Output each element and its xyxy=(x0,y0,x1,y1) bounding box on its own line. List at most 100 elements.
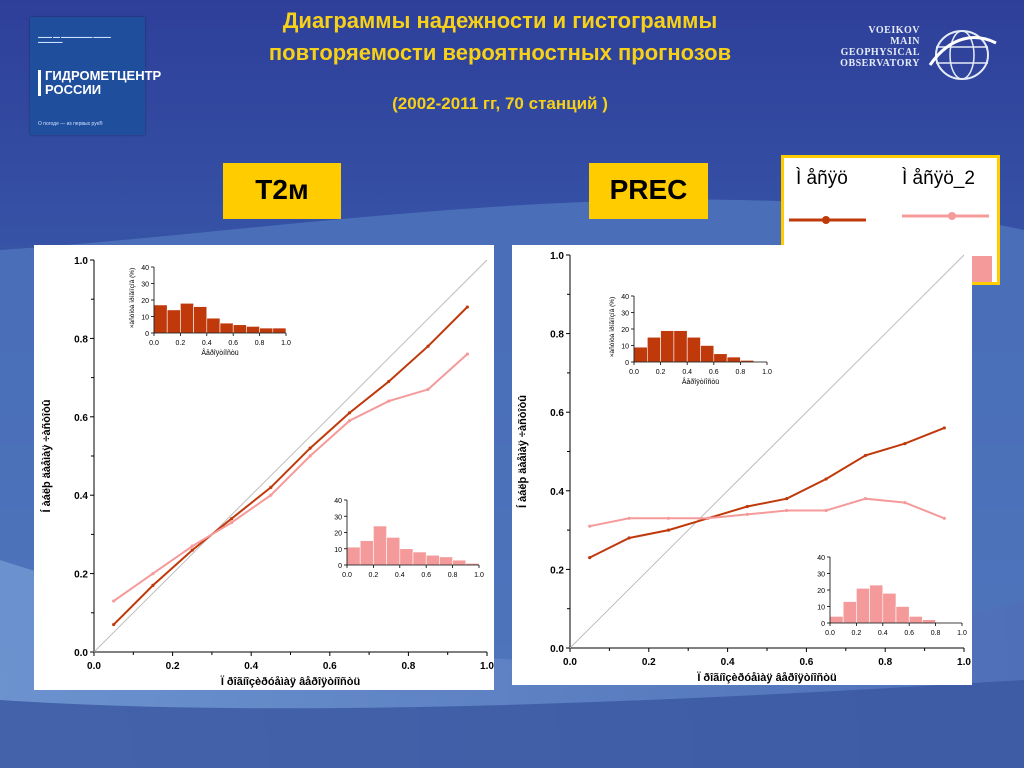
prec-x-tick-label: 0.4 xyxy=(721,657,735,668)
t2m-hist-series2: 0 10 20 30 40 0.0 0.2 0.4 0.6 0.8 1.0 xyxy=(334,498,484,579)
prec-series-point-2 xyxy=(588,524,592,528)
voeikov-line1: VOEIKOV xyxy=(868,25,920,36)
prec-series-line-1 xyxy=(589,426,945,559)
voeikov-line3: GEOPHYSICAL xyxy=(840,47,920,58)
t2m-hist-series2-bar xyxy=(373,525,387,566)
t2m-series-point-2 xyxy=(465,352,469,356)
prec-hist-series2-y-tick-label: 0 xyxy=(821,621,825,628)
slide-title-line2: повторяемости вероятностных прогнозов xyxy=(268,40,732,65)
t2m-series-line-1 xyxy=(112,306,469,626)
t2m-hist-series1-bar xyxy=(232,324,247,334)
prec-hist-series2: 0 10 20 30 40 0.0 0.2 0.4 0.6 0.8 1.0 xyxy=(817,555,967,637)
legend-label-series1: Ì åñÿö xyxy=(796,168,848,189)
t2m-hist-series1-bar xyxy=(193,306,208,334)
prec-main-plot: 0.0 0.2 0.4 0.6 0.8 1.0 0.0 0.2 0.4 0.6 0.8 1.0 Ï ðî… xyxy=(516,251,971,684)
prec-series-point-2 xyxy=(942,516,946,520)
prec-y-tick-label: 0.2 xyxy=(550,565,564,576)
t2m-hist-series2-y-tick-label: 20 xyxy=(334,531,342,538)
t2m-x-tick-label: 0.2 xyxy=(166,661,180,672)
prec-hist-series2-bar xyxy=(882,592,897,624)
t2m-y-tick-label: 0.4 xyxy=(74,491,88,502)
logo-fine-print: ▬▬▬▬ ▬▬ ▬▬▬▬▬▬▬▬▬ ▬▬▬▬▬ ▬▬▬▬▬▬▬ xyxy=(38,35,111,44)
prec-hist-series2-bar xyxy=(842,601,857,624)
t2m-series-point-2 xyxy=(426,387,430,391)
t2m-hist-series2-bar xyxy=(439,556,453,566)
prec-series-point-1 xyxy=(745,504,749,509)
t2m-hist-series1-bar xyxy=(180,302,194,334)
prec-series-point-1 xyxy=(785,497,789,501)
prec-series-point-2 xyxy=(903,500,907,505)
t2m-y-tick-label: 0.8 xyxy=(74,334,88,345)
prec-hist-series2-y-tick-label: 10 xyxy=(817,605,825,612)
prec-hist-series2-y-tick-label: 40 xyxy=(817,555,825,562)
t2m-series-point-2 xyxy=(151,572,155,576)
prec-y-tick-label: 0.4 xyxy=(550,487,564,498)
legend-marker-series1 xyxy=(822,216,830,224)
reliability-chart-t2m: 0.0 0.2 0.4 0.6 0.8 1.0 0.0 0.2 0.4 0.6 0.8 1.0 Ï ðî… xyxy=(40,256,494,688)
t2m-hist-series1-x-tick-label: 1.0 xyxy=(281,340,291,347)
prec-series-point-1 xyxy=(627,536,631,540)
logo-name: ГИДРОМЕТЦЕНТР РОССИИ xyxy=(38,69,161,97)
t2m-hist-series1-bar xyxy=(219,322,234,334)
logo-bar xyxy=(38,70,41,96)
prec-hist-series1-y-tick-label: 0 xyxy=(625,360,629,367)
prec-hist-series1-x-tick-label: 0.0 xyxy=(629,369,639,376)
t2m-hist-series2-y-tick-label: 30 xyxy=(334,514,342,521)
t2m-hist-series1-x-tick-label: 0.6 xyxy=(228,340,238,347)
prec-hist-series2-x-tick-label: 0.0 xyxy=(825,630,835,637)
t2m-hist-series2-y-tick-label: 0 xyxy=(338,563,342,570)
voeikov-logo: VOEIKOV MAIN GEOPHYSICAL OBSERVATORY xyxy=(828,25,998,85)
t2m-hist-series1-x-tick-label: 0.2 xyxy=(176,340,186,347)
logo-name-line2: РОССИИ xyxy=(45,82,102,97)
t2m-y-tick-label: 0.2 xyxy=(74,570,88,581)
t2m-hist-series1-x-label: Âåðîÿòíîñòü xyxy=(201,348,238,357)
t2m-hist-series1-y-tick-label: 0 xyxy=(145,331,149,338)
prec-hist-series1-bar xyxy=(700,345,715,363)
prec-hist-series2-bar xyxy=(908,616,923,624)
prec-hist-series2-x-tick-label: 0.2 xyxy=(852,630,862,637)
t2m-x-tick-label: 1.0 xyxy=(480,661,494,672)
prec-hist-series2-y-tick-label: 30 xyxy=(817,572,825,579)
t2m-series-point-2 xyxy=(387,399,391,403)
t2m-x-tick-label: 0.4 xyxy=(244,661,258,672)
t2m-tag: T2м xyxy=(223,163,341,219)
reliability-chart-prec: 0.0 0.2 0.4 0.6 0.8 1.0 0.0 0.2 0.4 0.6 0.8 1.0 Ï ðî… xyxy=(516,251,971,684)
t2m-series-point-2 xyxy=(308,454,312,458)
t2m-series-point-1 xyxy=(308,446,312,450)
prec-x-tick-label: 0.2 xyxy=(642,657,656,668)
hydromet-logo: ▬▬▬▬ ▬▬ ▬▬▬▬▬▬▬▬▬ ▬▬▬▬▬ ▬▬▬▬▬▬▬ ГИДРОМЕТ… xyxy=(30,17,161,135)
prec-hist-series1-y-tick-label: 40 xyxy=(621,294,629,301)
slide-title-line1: Диаграммы надежности и гистограммы xyxy=(282,8,718,33)
prec-hist-series2-bar xyxy=(895,606,910,624)
t2m-hist-series1-bar xyxy=(272,327,287,334)
prec-hist-series1-bar xyxy=(673,330,688,363)
logo-motto: О погоде — из первых рук® xyxy=(38,121,103,127)
prec-series-point-1 xyxy=(824,477,828,481)
prec-hist-series1-x-tick-label: 0.8 xyxy=(736,369,746,376)
logo-name-line1: ГИДРОМЕТЦЕНТР xyxy=(45,68,162,83)
t2m-hist-series2-bar xyxy=(425,554,440,566)
prec-series-point-1 xyxy=(903,442,907,446)
t2m-hist-series2-bar xyxy=(346,546,361,566)
prec-y-axis-label: Í àáëþ äàåìàÿ ÷àñòîòû xyxy=(516,395,529,508)
t2m-series-point-1 xyxy=(229,517,234,521)
t2m-hist-series1: 0 10 20 30 40 0.0 0.2 0.4 0.6 0.8 1.0 Âåðîÿòíîñòü ×à… xyxy=(128,265,291,357)
t2m-series-point-1 xyxy=(347,411,352,415)
t2m-y-axis-label: Í àáëþ äàåìàÿ ÷àñòîòû xyxy=(40,399,53,512)
prec-series-point-2 xyxy=(785,508,789,513)
t2m-hist-series2-x-tick-label: 0.6 xyxy=(421,572,431,579)
prec-y-tick-label: 0.8 xyxy=(550,330,564,341)
prec-y-tick-label: 1.0 xyxy=(550,251,564,262)
prec-diagonal-line xyxy=(569,254,965,649)
t2m-hist-series2-y-tick-label: 40 xyxy=(334,498,342,505)
reliability-panel-t2m: 0.0 0.2 0.4 0.6 0.8 1.0 0.0 0.2 0.4 0.6 0.8 1.0 Ï ðî… xyxy=(34,245,494,690)
prec-x-axis-label: Ï ðîãíîçèðóåìàÿ âåðîÿòíîñòü xyxy=(696,671,836,684)
prec-series-point-2 xyxy=(666,516,671,520)
t2m-hist-series1-bar xyxy=(206,317,221,334)
legend-label-series2: Ì åñÿö_2 xyxy=(902,168,975,189)
t2m-series-point-2 xyxy=(347,419,352,423)
prec-series-point-2 xyxy=(863,497,868,501)
prec-hist-series1-y-tick-label: 30 xyxy=(621,311,629,318)
t2m-diagonal-line xyxy=(93,259,488,653)
t2m-series-point-2 xyxy=(269,493,273,497)
